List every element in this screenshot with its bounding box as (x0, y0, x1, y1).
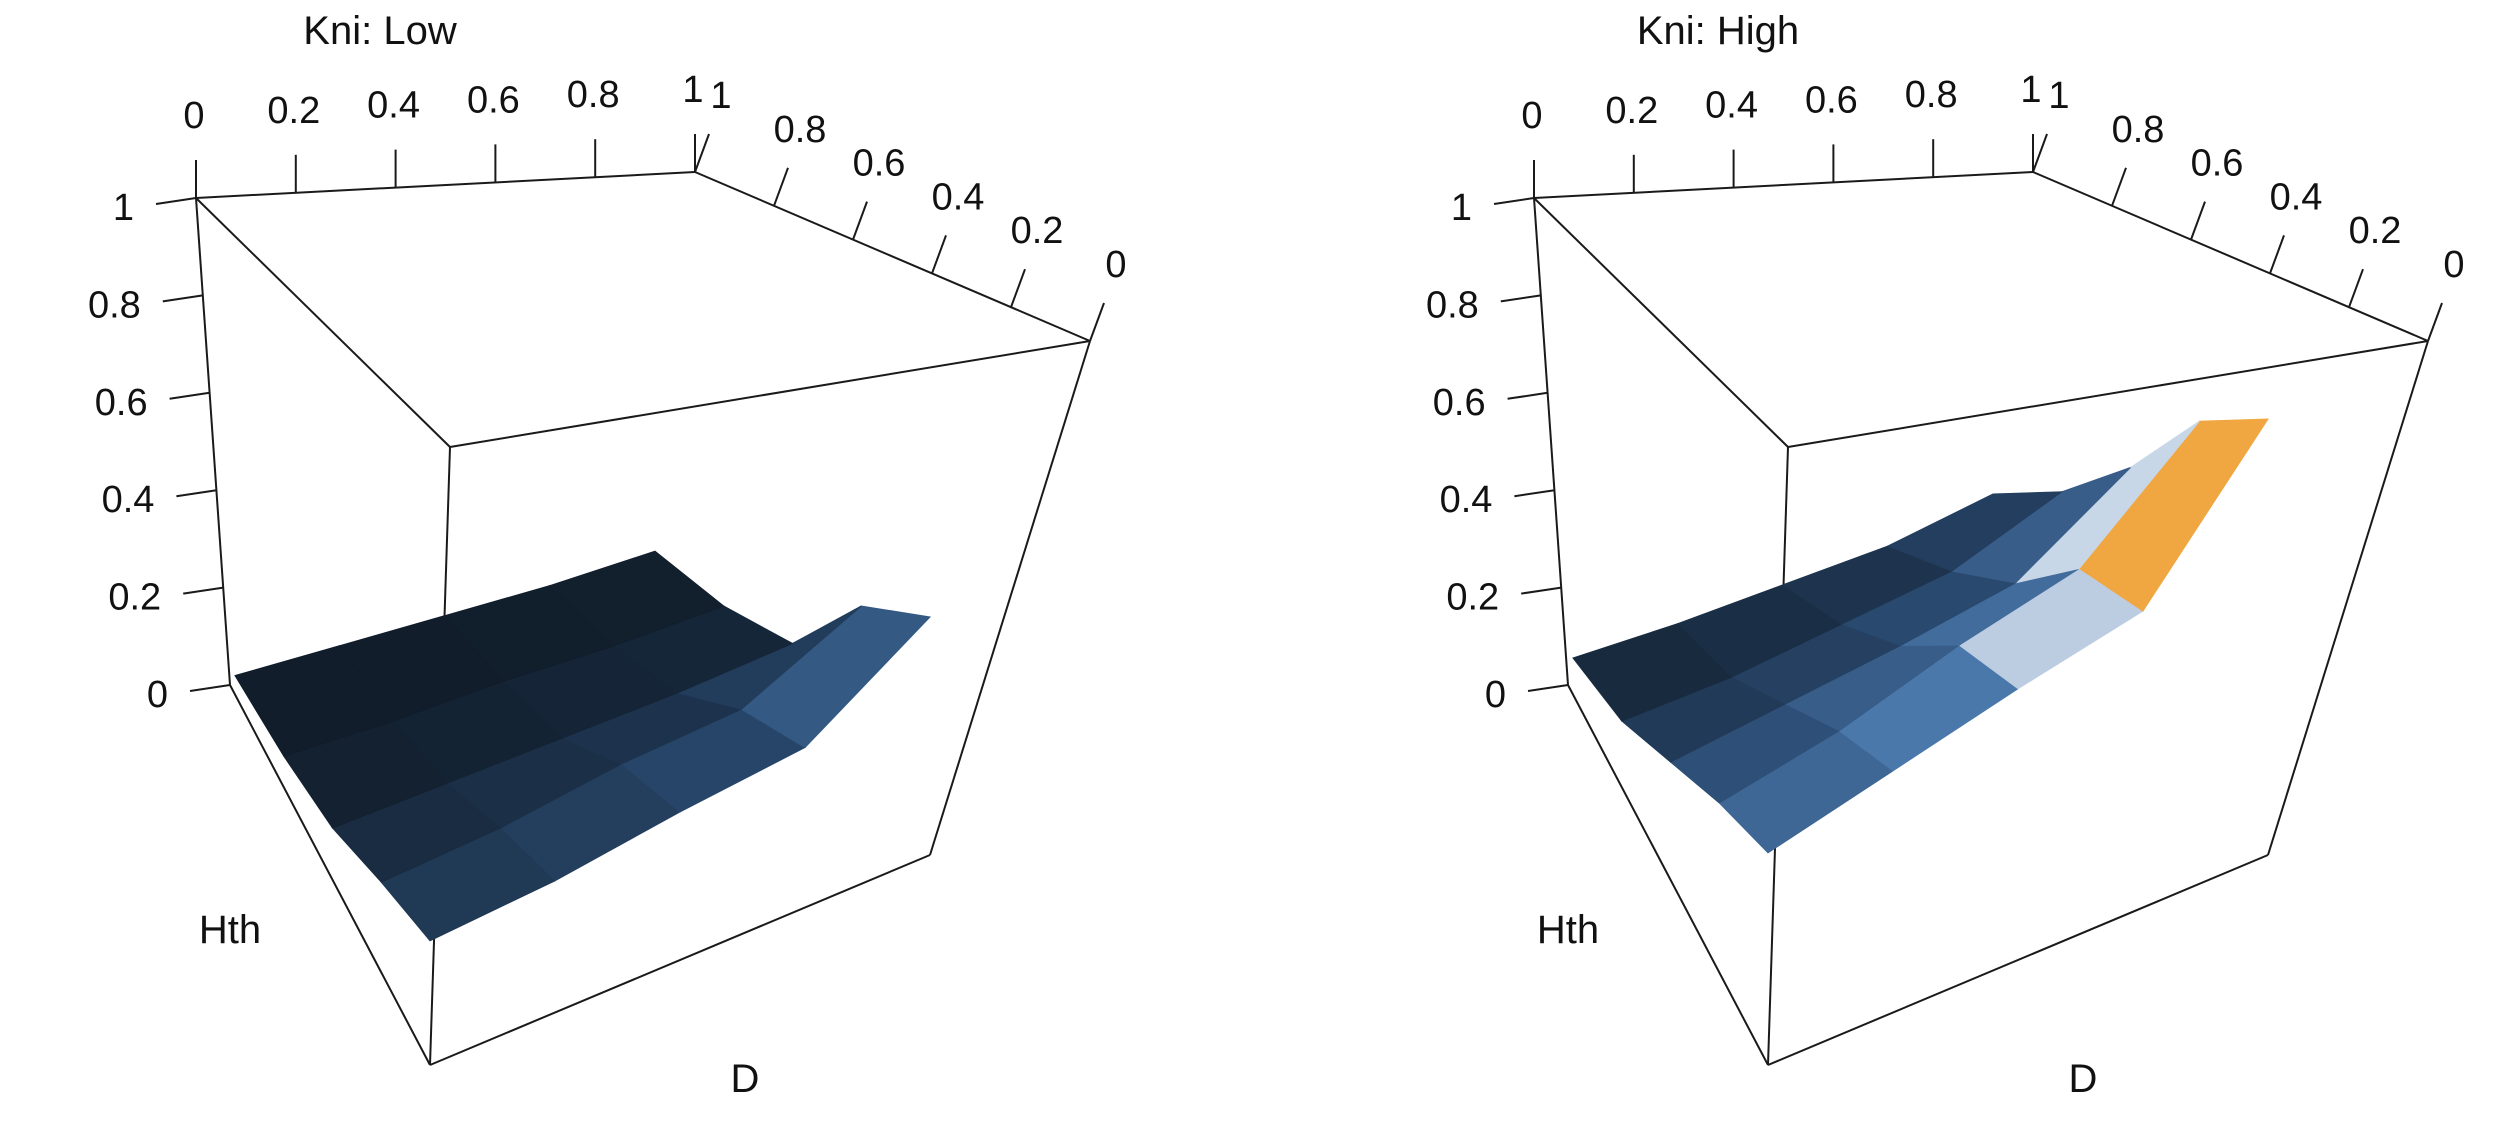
z-axis-tick-label: 0.8 (1426, 284, 1479, 326)
z-axis-tick (169, 391, 210, 400)
hth-axis-tick (2427, 302, 2443, 342)
hth-axis-tick-label: 1 (2048, 75, 2069, 117)
z-axis-tick-label: 1 (1451, 187, 1472, 229)
surface-mesh (1572, 418, 2269, 854)
d-axis-tick-label: 0 (1521, 95, 1542, 137)
z-axis-tick (176, 489, 217, 498)
hth-axis-tick (1089, 302, 1105, 342)
axis-tick-labels: 0 0.2 0.4 0.6 0.8 1 10.80.60.40.2000.20.40.60.… (88, 69, 1127, 716)
hth-axis-tick-label: 0.6 (853, 143, 906, 185)
box-edge (1767, 854, 2269, 1066)
hth-axis-tick-label: 0 (1105, 244, 1126, 286)
hth-axis-title: Hth (1537, 908, 1599, 952)
surface-patch (549, 550, 725, 647)
box-edge (1787, 340, 2429, 448)
hth-axis-tick (2111, 167, 2127, 207)
surface-panel-low: Kni: Low 0 0.2 0.4 0.6 0.8 1 10.80.60.40.2000.… (88, 9, 1127, 1101)
d-axis-tick-label: 0.6 (467, 79, 520, 121)
box-edge (229, 684, 431, 1066)
d-axis-tick-label: 0.8 (567, 74, 620, 116)
z-axis-tick (155, 197, 197, 205)
panel-title: Kni: High (1637, 9, 1799, 53)
z-axis-tick-label: 0.4 (102, 479, 155, 521)
hth-axis-tick-label: 0.8 (774, 109, 827, 151)
hth-axis-tick-label: 1 (710, 75, 731, 117)
hth-axis-tick-label: 0.4 (932, 176, 985, 218)
d-axis-tick-label: 0.8 (1905, 74, 1958, 116)
box-edge (449, 340, 1091, 448)
d-axis-tick-label: 0 (183, 95, 204, 137)
d-axis-tick-label: 0.4 (1705, 85, 1758, 127)
d-axis-tick-label: 0.4 (367, 85, 420, 127)
hth-axis-tick (2269, 235, 2285, 274)
z-axis-tick-label: 0.8 (88, 284, 141, 326)
z-axis-tick-label: 0.4 (1440, 479, 1493, 521)
box-edge (929, 340, 1091, 856)
hth-axis-tick-label: 0.2 (2349, 210, 2402, 252)
z-axis-tick (1493, 197, 1535, 205)
z-axis-tick (1507, 391, 1548, 400)
z-axis-tick (162, 294, 203, 303)
d-axis-title: D (731, 1057, 760, 1101)
z-axis-tick-label: 0.6 (95, 382, 148, 424)
box-edge (2267, 340, 2429, 856)
box-edge (1533, 197, 1789, 448)
surface-panel-high: Kni: High 0 0.2 0.4 0.6 0.8 1 10.80.60.40.2000… (1426, 9, 2465, 1101)
hth-axis-tick (773, 167, 789, 207)
panel-title: Kni: Low (303, 9, 457, 53)
hth-axis-tick (2190, 201, 2206, 240)
z-axis-tick-label: 0.6 (1433, 382, 1486, 424)
hth-axis-tick (1010, 268, 1026, 308)
hth-axis-tick-label: 0.4 (2270, 176, 2323, 218)
box-edge (1533, 197, 1569, 686)
z-axis-tick-label: 0 (1485, 674, 1506, 716)
box-edge (694, 171, 1091, 342)
box-edge (429, 854, 931, 1066)
d-axis-tick-label: 1 (2020, 69, 2041, 111)
hth-axis-tick-label: 0.2 (1011, 210, 1064, 252)
surface-patch (1886, 491, 2064, 572)
hth-axis-tick-label: 0.6 (2191, 143, 2244, 185)
box-edge (195, 197, 231, 686)
z-axis-tick (183, 586, 224, 595)
hth-axis-tick-label: 0 (2443, 244, 2464, 286)
hth-axis-tick (852, 201, 868, 240)
z-axis-tick (1521, 586, 1562, 595)
hth-axis-title: Hth (199, 908, 261, 952)
axis-tick-labels: 0 0.2 0.4 0.6 0.8 1 10.80.60.40.2000.20.40.60.… (1426, 69, 2465, 716)
d-axis-tick-label: 0.2 (267, 90, 320, 132)
z-axis-tick-label: 0 (147, 674, 168, 716)
box-edge (1533, 171, 2034, 199)
z-axis-tick-label: 1 (113, 187, 134, 229)
box-edge (1567, 684, 1769, 1066)
box-edge (195, 171, 696, 199)
d-axis-tick-label: 0.2 (1605, 90, 1658, 132)
box-edge (2032, 171, 2429, 342)
d-axis-tick-label: 1 (682, 69, 703, 111)
box-edge (195, 197, 451, 448)
hth-axis-tick-label: 0.8 (2112, 109, 2165, 151)
surface-mesh (234, 550, 932, 942)
z-axis-tick (1514, 489, 1555, 498)
hth-axis-tick (694, 133, 710, 173)
hth-axis-tick (2348, 268, 2364, 308)
hth-axis-tick (2032, 133, 2048, 173)
z-axis-tick-label: 0.2 (108, 577, 161, 619)
bounding-box (195, 171, 1091, 1066)
hth-axis-tick (931, 235, 947, 274)
z-axis-tick (1527, 684, 1569, 692)
z-axis-tick (189, 684, 231, 692)
d-axis-tick-label: 0.6 (1805, 79, 1858, 121)
z-axis-tick (1500, 294, 1541, 303)
d-axis-title: D (2069, 1057, 2098, 1101)
z-axis-tick-label: 0.2 (1446, 577, 1499, 619)
